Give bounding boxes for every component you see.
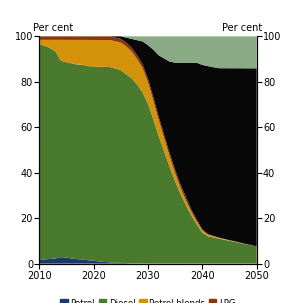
- Text: Per cent: Per cent: [33, 23, 73, 33]
- Text: Per cent: Per cent: [223, 23, 263, 33]
- Legend: Petrol, Diesel, Petrol blends, LPG: Petrol, Diesel, Petrol blends, LPG: [57, 295, 239, 303]
